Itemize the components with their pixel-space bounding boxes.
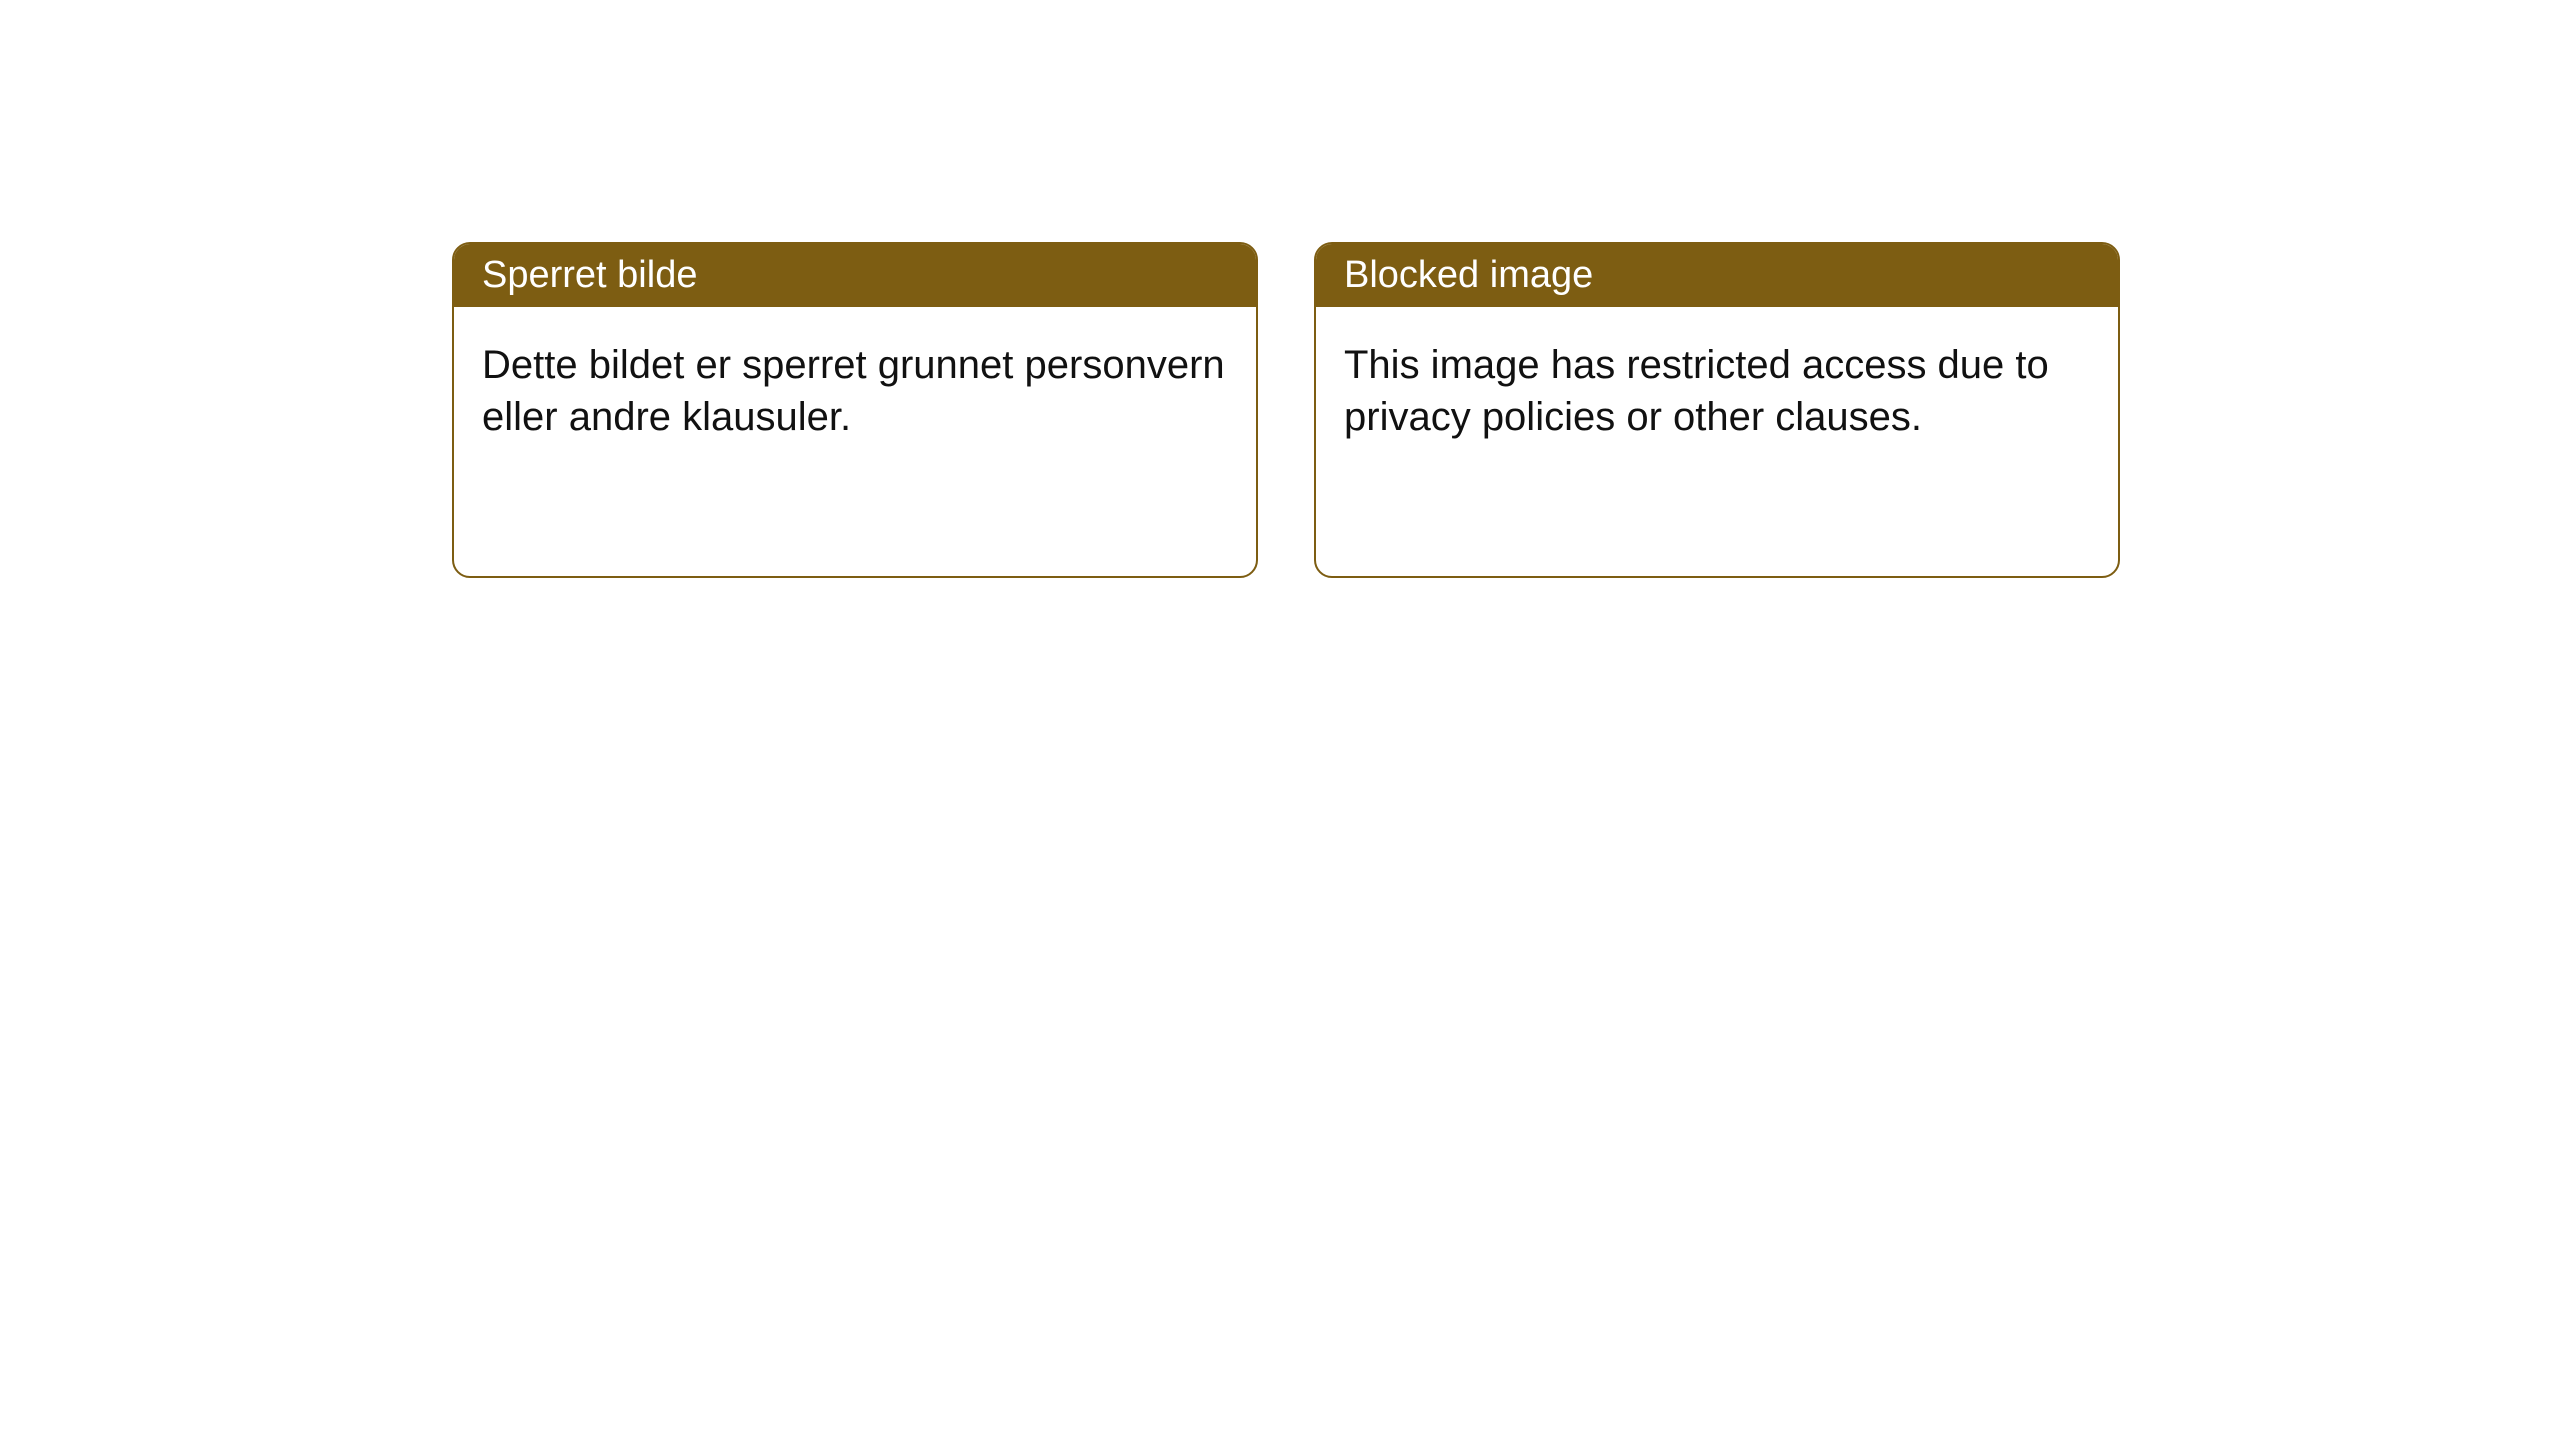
blocked-image-card-english: Blocked image This image has restricted … <box>1314 242 2120 578</box>
card-title: Sperret bilde <box>482 254 697 296</box>
card-title: Blocked image <box>1344 254 1593 296</box>
blocked-image-notices: Sperret bilde Dette bildet er sperret gr… <box>0 0 2560 578</box>
card-body: Dette bildet er sperret grunnet personve… <box>454 307 1256 475</box>
card-message: This image has restricted access due to … <box>1344 343 2049 439</box>
card-header: Sperret bilde <box>454 244 1256 307</box>
blocked-image-card-norwegian: Sperret bilde Dette bildet er sperret gr… <box>452 242 1258 578</box>
card-header: Blocked image <box>1316 244 2118 307</box>
card-body: This image has restricted access due to … <box>1316 307 2118 475</box>
card-message: Dette bildet er sperret grunnet personve… <box>482 343 1225 439</box>
